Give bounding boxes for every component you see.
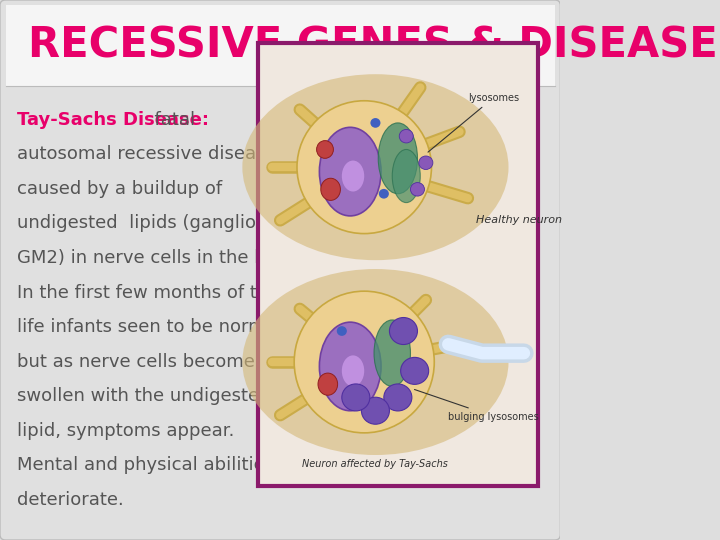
- Text: Tay-Sachs Disease:: Tay-Sachs Disease:: [17, 111, 209, 129]
- Text: lysosomes: lysosomes: [428, 93, 519, 152]
- Circle shape: [379, 189, 389, 199]
- Text: Mental and physical abilities: Mental and physical abilities: [17, 456, 274, 474]
- Text: RECESSIVE GENES & DISEASE: RECESSIVE GENES & DISEASE: [28, 25, 718, 67]
- Text: lipid, symptoms appear.: lipid, symptoms appear.: [17, 422, 234, 440]
- Text: undigested  lipids (ganglioside: undigested lipids (ganglioside: [17, 214, 293, 232]
- Ellipse shape: [318, 373, 338, 395]
- Ellipse shape: [297, 101, 431, 234]
- Ellipse shape: [392, 150, 420, 202]
- FancyBboxPatch shape: [258, 43, 538, 486]
- Text: autosomal recessive disease: autosomal recessive disease: [17, 145, 276, 163]
- Circle shape: [419, 156, 433, 170]
- Ellipse shape: [342, 355, 364, 387]
- Text: GM2) in nerve cells in the brain.: GM2) in nerve cells in the brain.: [17, 249, 307, 267]
- Circle shape: [400, 130, 413, 143]
- FancyBboxPatch shape: [0, 0, 560, 540]
- Ellipse shape: [243, 74, 508, 260]
- Circle shape: [342, 384, 370, 411]
- Text: but as nerve cells become: but as nerve cells become: [17, 353, 255, 370]
- Circle shape: [337, 326, 347, 336]
- Text: life infants seen to be normal,: life infants seen to be normal,: [17, 318, 287, 336]
- Circle shape: [410, 183, 425, 196]
- Text: Healthy neuron: Healthy neuron: [477, 215, 562, 225]
- Text: bulging lysosomes: bulging lysosomes: [415, 389, 539, 422]
- Text: deteriorate.: deteriorate.: [17, 491, 124, 509]
- Circle shape: [384, 384, 412, 411]
- Ellipse shape: [374, 320, 410, 387]
- Ellipse shape: [320, 322, 381, 411]
- Ellipse shape: [321, 178, 341, 200]
- Text: caused by a buildup of: caused by a buildup of: [17, 180, 222, 198]
- Ellipse shape: [378, 123, 418, 194]
- Circle shape: [361, 397, 390, 424]
- Text: Neuron affected by Tay-Sachs: Neuron affected by Tay-Sachs: [302, 459, 449, 469]
- Circle shape: [400, 357, 428, 384]
- Ellipse shape: [243, 269, 508, 455]
- Circle shape: [390, 318, 418, 345]
- Ellipse shape: [342, 160, 364, 192]
- Bar: [6, 5, 554, 86]
- Text: swollen with the undigested: swollen with the undigested: [17, 387, 270, 405]
- Text: fatal: fatal: [143, 111, 195, 129]
- Circle shape: [370, 118, 380, 128]
- Ellipse shape: [320, 127, 381, 216]
- Ellipse shape: [294, 291, 434, 433]
- Text: In the first few months of their: In the first few months of their: [17, 284, 292, 301]
- Ellipse shape: [317, 140, 333, 158]
